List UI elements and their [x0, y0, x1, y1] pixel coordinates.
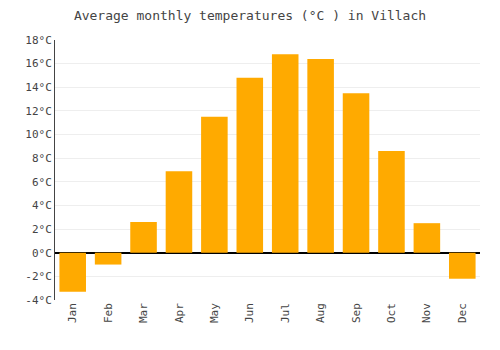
svg-text:Dec: Dec: [456, 303, 469, 323]
svg-text:Oct: Oct: [385, 303, 398, 323]
svg-text:-2°C: -2°C: [25, 270, 52, 283]
svg-text:16°C: 16°C: [25, 57, 52, 70]
svg-text:Feb: Feb: [102, 303, 115, 323]
svg-text:2°C: 2°C: [32, 223, 52, 236]
svg-text:Average monthly temperatures (: Average monthly temperatures (°C ) in Vi…: [74, 8, 426, 23]
svg-text:Jan: Jan: [66, 303, 79, 323]
svg-text:Sep: Sep: [350, 303, 363, 323]
svg-text:0°C: 0°C: [32, 247, 52, 260]
svg-text:-4°C: -4°C: [25, 294, 52, 307]
svg-text:Aug: Aug: [314, 303, 327, 323]
svg-text:6°C: 6°C: [32, 176, 52, 189]
svg-text:May: May: [208, 303, 221, 323]
svg-text:4°C: 4°C: [32, 199, 52, 212]
svg-text:Nov: Nov: [420, 303, 433, 323]
svg-text:10°C: 10°C: [25, 128, 52, 141]
svg-text:Mar: Mar: [137, 303, 150, 323]
svg-text:12°C: 12°C: [25, 105, 52, 118]
svg-text:Apr: Apr: [173, 303, 186, 323]
svg-text:14°C: 14°C: [25, 81, 52, 94]
svg-text:Jul: Jul: [279, 303, 292, 323]
svg-text:8°C: 8°C: [32, 152, 52, 165]
svg-text:18°C: 18°C: [25, 34, 52, 47]
svg-text:Jun: Jun: [243, 303, 256, 323]
